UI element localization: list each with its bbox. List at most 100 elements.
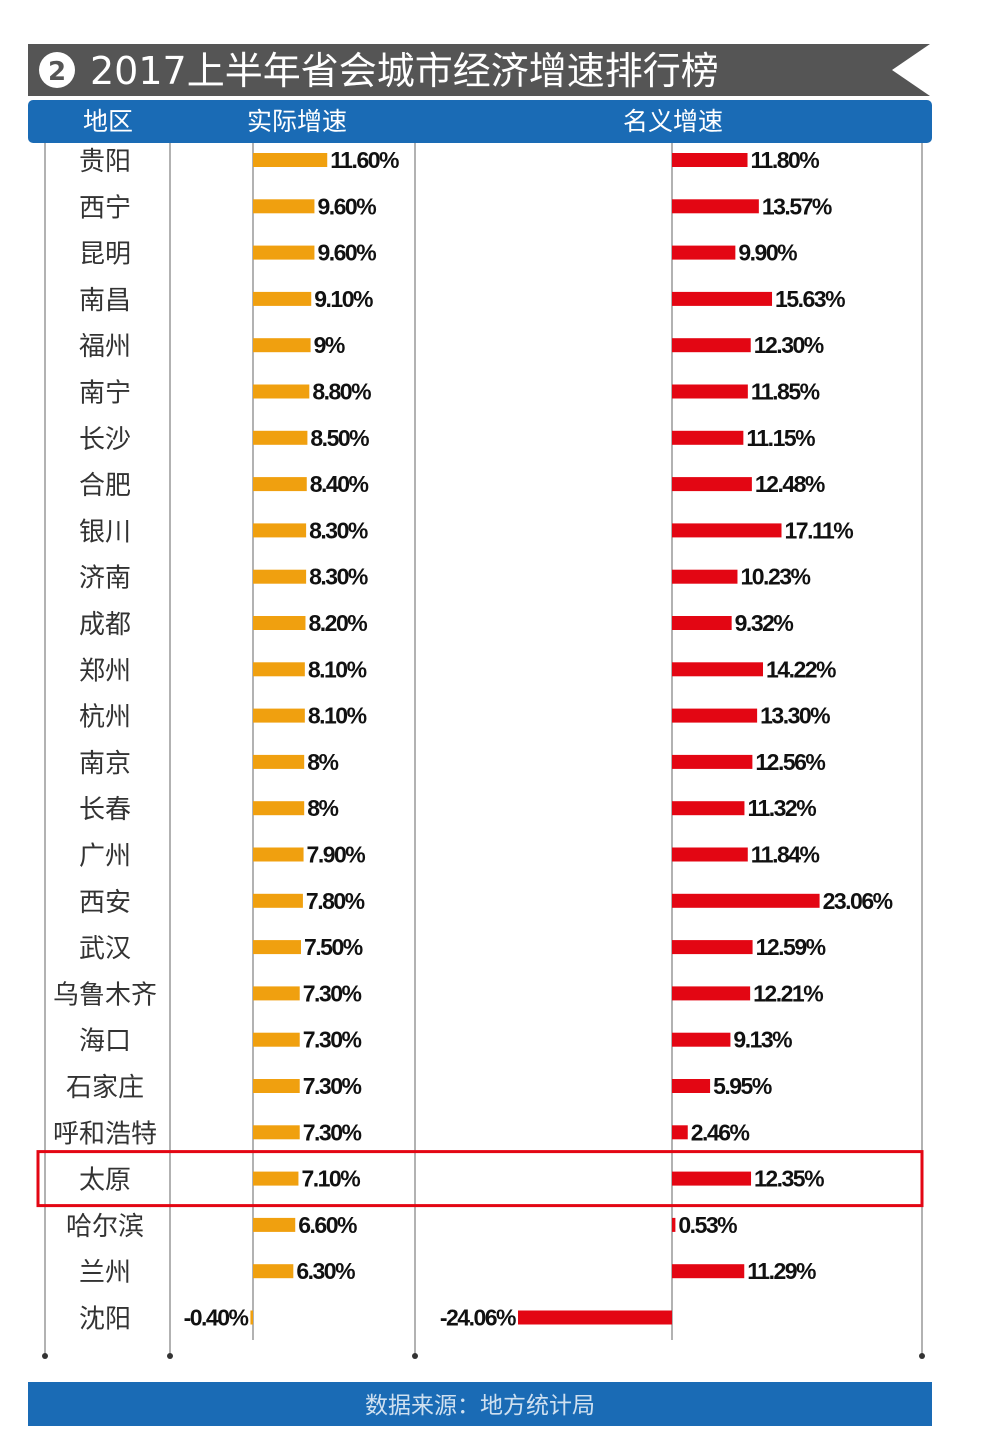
nominal-bar bbox=[672, 477, 752, 492]
nominal-bar bbox=[672, 1079, 711, 1093]
footer: 数据来源：地方统计局 bbox=[28, 1382, 932, 1426]
row-武汉: 武汉 7.50% 12.59% bbox=[79, 934, 827, 964]
actual-bar bbox=[253, 523, 307, 538]
nominal-value-label: -24.06% bbox=[440, 1305, 516, 1331]
row-南昌: 南昌 9.10% 15.63% bbox=[79, 286, 847, 316]
actual-bar bbox=[253, 616, 306, 630]
row-长春: 长春 8% 11.32% bbox=[79, 795, 818, 825]
actual-bar bbox=[253, 153, 328, 167]
row-合肥: 合肥 8.40% 12.48% bbox=[79, 471, 826, 501]
actual-bar bbox=[253, 708, 305, 723]
category-label: 银川 bbox=[79, 517, 131, 547]
nominal-value-label: 2.46% bbox=[691, 1119, 750, 1145]
nominal-value-label: 11.32% bbox=[747, 795, 816, 821]
nominal-value-label: 11.84% bbox=[751, 842, 820, 868]
nominal-bar bbox=[672, 153, 748, 167]
actual-bar bbox=[253, 199, 315, 214]
actual-value-label: 11.60% bbox=[330, 147, 399, 173]
nominal-value-label: 17.11% bbox=[785, 517, 854, 543]
nominal-value-label: 0.53% bbox=[678, 1212, 737, 1238]
row-长沙: 长沙 8.50% 11.15% bbox=[79, 425, 817, 455]
nominal-bar bbox=[672, 616, 732, 630]
actual-bar bbox=[253, 477, 307, 492]
actual-bar bbox=[253, 384, 310, 399]
category-label: 长沙 bbox=[79, 425, 131, 455]
row-广州: 广州 7.90% 11.84% bbox=[79, 842, 821, 872]
actual-bar bbox=[253, 338, 311, 353]
actual-value-label: 7.10% bbox=[301, 1166, 360, 1192]
actual-value-label: 9.60% bbox=[317, 240, 376, 266]
nominal-value-label: 9.90% bbox=[738, 240, 797, 266]
nominal-bar bbox=[672, 1032, 731, 1047]
nominal-bar bbox=[518, 1310, 672, 1325]
grid-line-dot bbox=[42, 1353, 48, 1359]
header-region: 地区 bbox=[83, 107, 133, 136]
nominal-value-label: 12.56% bbox=[755, 749, 825, 775]
nominal-value-label: 12.21% bbox=[753, 980, 823, 1006]
nominal-bar bbox=[672, 662, 764, 677]
nominal-bar bbox=[672, 245, 736, 260]
highlight-box bbox=[36, 1150, 924, 1208]
row-昆明: 昆明 9.60% 9.90% bbox=[79, 240, 799, 270]
data-rows: 贵阳 11.60% 11.80% 西宁 9.60% 13.57% 昆明 9.60% 9.90% 南… bbox=[53, 147, 894, 1335]
actual-bar bbox=[253, 893, 303, 908]
nominal-value-label: 9.13% bbox=[733, 1027, 792, 1053]
actual-value-label: 7.30% bbox=[303, 1027, 362, 1053]
category-label: 乌鲁木齐 bbox=[53, 980, 157, 1010]
grid-line-dot bbox=[919, 1353, 925, 1359]
actual-bar bbox=[253, 1171, 299, 1186]
header-background bbox=[28, 100, 932, 143]
actual-bar bbox=[253, 430, 308, 445]
category-label: 太原 bbox=[79, 1166, 131, 1196]
category-label: 南昌 bbox=[79, 286, 131, 316]
nominal-value-label: 13.30% bbox=[760, 703, 830, 729]
row-西宁: 西宁 9.60% 13.57% bbox=[79, 193, 833, 223]
category-label: 昆明 bbox=[79, 240, 131, 270]
nominal-value-label: 12.30% bbox=[754, 332, 824, 358]
row-太原: 太原 7.10% 12.35% bbox=[79, 1166, 826, 1196]
nominal-value-label: 23.06% bbox=[823, 888, 893, 914]
nominal-bar bbox=[672, 338, 751, 353]
actual-value-label: 6.60% bbox=[298, 1212, 357, 1238]
actual-value-label: 8.10% bbox=[308, 703, 367, 729]
nominal-bar bbox=[672, 523, 782, 538]
nominal-value-label: 11.15% bbox=[746, 425, 815, 451]
nominal-bar bbox=[672, 430, 744, 445]
category-label: 长春 bbox=[79, 795, 131, 825]
category-label: 南宁 bbox=[79, 379, 131, 409]
actual-bar bbox=[253, 986, 300, 1001]
actual-value-label: 8% bbox=[307, 749, 338, 775]
nominal-bar bbox=[672, 708, 758, 723]
actual-value-label: 7.80% bbox=[306, 888, 365, 914]
nominal-bar bbox=[672, 1264, 745, 1279]
category-label: 杭州 bbox=[79, 703, 131, 733]
actual-value-label: 7.30% bbox=[303, 1119, 362, 1145]
category-label: 兰州 bbox=[79, 1258, 131, 1288]
category-label: 贵阳 bbox=[79, 147, 131, 177]
actual-bar bbox=[253, 940, 301, 955]
nominal-value-label: 11.85% bbox=[751, 379, 820, 405]
nominal-value-label: 12.48% bbox=[755, 471, 825, 497]
nominal-bar bbox=[672, 940, 753, 955]
row-郑州: 郑州 8.10% 14.22% bbox=[79, 656, 838, 686]
category-label: 成都 bbox=[79, 610, 131, 640]
grid-line-dot bbox=[167, 1353, 173, 1359]
row-银川: 银川 8.30% 17.11% bbox=[79, 517, 855, 547]
actual-value-label: 8.20% bbox=[308, 610, 367, 636]
nominal-bar bbox=[672, 801, 745, 816]
title-bar: 2 2017上半年省会城市经济增速排行榜 bbox=[28, 44, 930, 96]
category-label: 济南 bbox=[79, 564, 131, 594]
actual-value-label: 8.50% bbox=[310, 425, 369, 451]
row-南宁: 南宁 8.80% 11.85% bbox=[79, 379, 821, 409]
actual-value-label: 8.30% bbox=[309, 564, 368, 590]
actual-bar bbox=[253, 1079, 300, 1093]
actual-value-label: 7.30% bbox=[303, 1073, 362, 1099]
actual-bar bbox=[253, 801, 305, 816]
nominal-value-label: 11.29% bbox=[747, 1258, 816, 1284]
actual-bar bbox=[253, 569, 307, 584]
actual-value-label: 7.50% bbox=[304, 934, 363, 960]
nominal-bar bbox=[672, 1171, 752, 1186]
actual-value-label: 8.40% bbox=[310, 471, 369, 497]
